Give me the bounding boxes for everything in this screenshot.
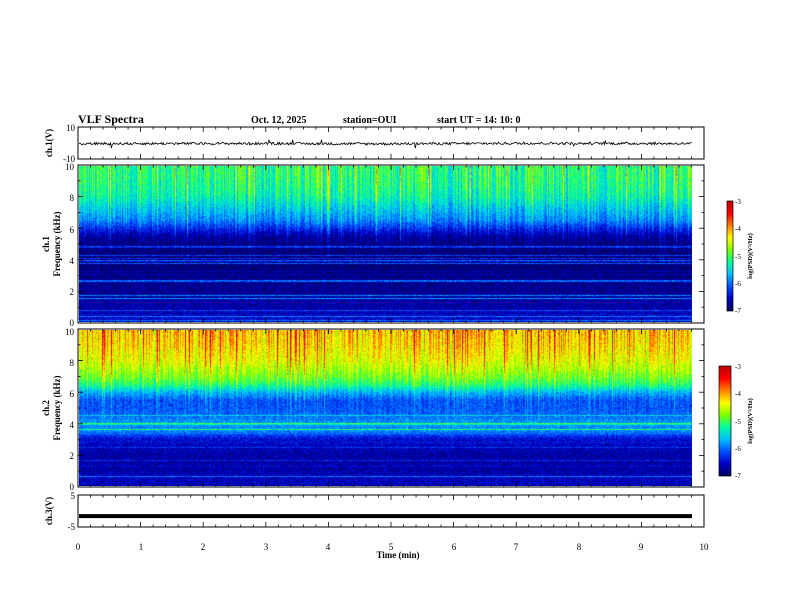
ch1-colorbar-tick-m4: -4 [735,225,741,233]
ch2-colorbar-gradient [719,366,731,476]
ch1-colorbar-label: log(PSD)(V²/Hz) [747,233,754,279]
date-label: Oct. 12, 2025 [251,115,307,126]
xtick-4: 4 [326,542,331,552]
ch1-ytick-6: 6 [70,225,75,235]
ch2-ytick-8: 8 [70,358,75,368]
ch1-colorbar: -3 -4 -5 -6 -7 log(PSD)(V²/Hz) [726,198,754,315]
ch3-ytick-top: 5 [71,491,76,501]
ch1-colorbar-tick-m3: -3 [735,198,741,206]
ch1-spectrogram-ticks [77,164,705,324]
xtick-2: 2 [201,542,206,552]
ch1-ytick-bottom: -10 [63,154,75,164]
station-label: station=OUI [343,115,397,126]
xtick-5: 5 [389,542,394,552]
xtick-9: 9 [639,542,644,552]
ch1-ytick-2: 2 [70,287,75,297]
xtick-0: 0 [76,542,81,552]
xtick-8: 8 [577,542,582,552]
ch1-ylabel-frequency: Frequency (kHz) [52,211,62,276]
xtick-6: 6 [452,542,457,552]
ch2-colorbar-tick-m6: -6 [735,445,741,453]
ch2-spectrogram-image [79,330,692,486]
ch2-ytick-2: 2 [70,451,75,461]
figure-title: VLF Spectra [78,112,144,126]
time-axis-ticks [77,127,705,527]
ch2-colorbar: -3 -4 -5 -6 -7 log(PSD)(V²/Hz) [718,363,754,480]
x-axis-label: Time (min) [376,550,419,560]
ch2-ylabel-channel: ch.2 [41,400,51,416]
ch1-colorbar-tick-m7: -7 [735,307,741,315]
xtick-3: 3 [264,542,269,552]
ch1-colorbar-tick-m6: -6 [735,280,741,288]
ch1-ylabel: ch.1(V) [44,129,54,157]
ch1-ytick-4: 4 [70,256,75,266]
ch3-waveform-panel: 5 -5 ch.3(V) [44,491,705,532]
ch1-colorbar-gradient-holder [727,201,733,311]
ch2-spectrogram-image-holder [79,330,692,486]
xtick-10: 10 [700,542,710,552]
xtick-7: 7 [514,542,519,552]
ch3-ylabel: ch.3(V) [44,497,54,525]
ch2-ytick-4: 4 [70,420,75,430]
ch1-waveform-panel: 10 -10 ch.1(V) [44,123,705,164]
ch2-colorbar-frame [718,365,732,477]
ch2-spectrogram-panel: 0 2 4 6 8 10 ch.2 Frequency (kHz) [41,327,705,492]
ch2-colorbar-tick-m7: -7 [735,472,741,480]
ch2-ylabel-frequency: Frequency (kHz) [52,375,62,440]
ch2-ytick-6: 6 [70,389,75,399]
ch1-colorbar-gradient [727,201,733,311]
ch1-spectrogram-panel: 0 2 4 6 8 10 ch.1 Frequency (kHz) [41,162,705,328]
ch2-spectrogram-ticks [77,328,705,488]
ch1-ytick-8: 8 [70,193,75,203]
ch1-spectrogram-image [79,166,692,322]
xtick-1: 1 [139,542,144,552]
ch1-ytick-top: 10 [66,123,76,133]
start-time-label: start UT = 14: 10: 0 [437,115,521,126]
ch1-colorbar-tick-m5: -5 [735,253,741,261]
ch2-colorbar-gradient-holder [719,366,731,476]
ch1-spectrogram-image-holder [79,166,692,322]
ch2-ytick-0: 0 [70,482,75,492]
ch1-waveform-trace [78,138,693,149]
ch2-colorbar-tick-m5: -5 [735,418,741,426]
ch2-colorbar-tick-m4: -4 [735,390,741,398]
ch1-ytick-10: 10 [65,162,75,172]
ch3-ytick-bottom: -5 [68,522,76,532]
ch2-ytick-10: 10 [65,327,75,337]
ch2-colorbar-label: log(PSD)(V²/Hz) [747,398,754,444]
ch1-ytick-0: 0 [70,318,75,328]
ch2-colorbar-tick-m3: -3 [735,363,741,371]
ch1-ylabel-channel: ch.1 [41,236,51,252]
ch1-colorbar-frame [726,200,734,312]
